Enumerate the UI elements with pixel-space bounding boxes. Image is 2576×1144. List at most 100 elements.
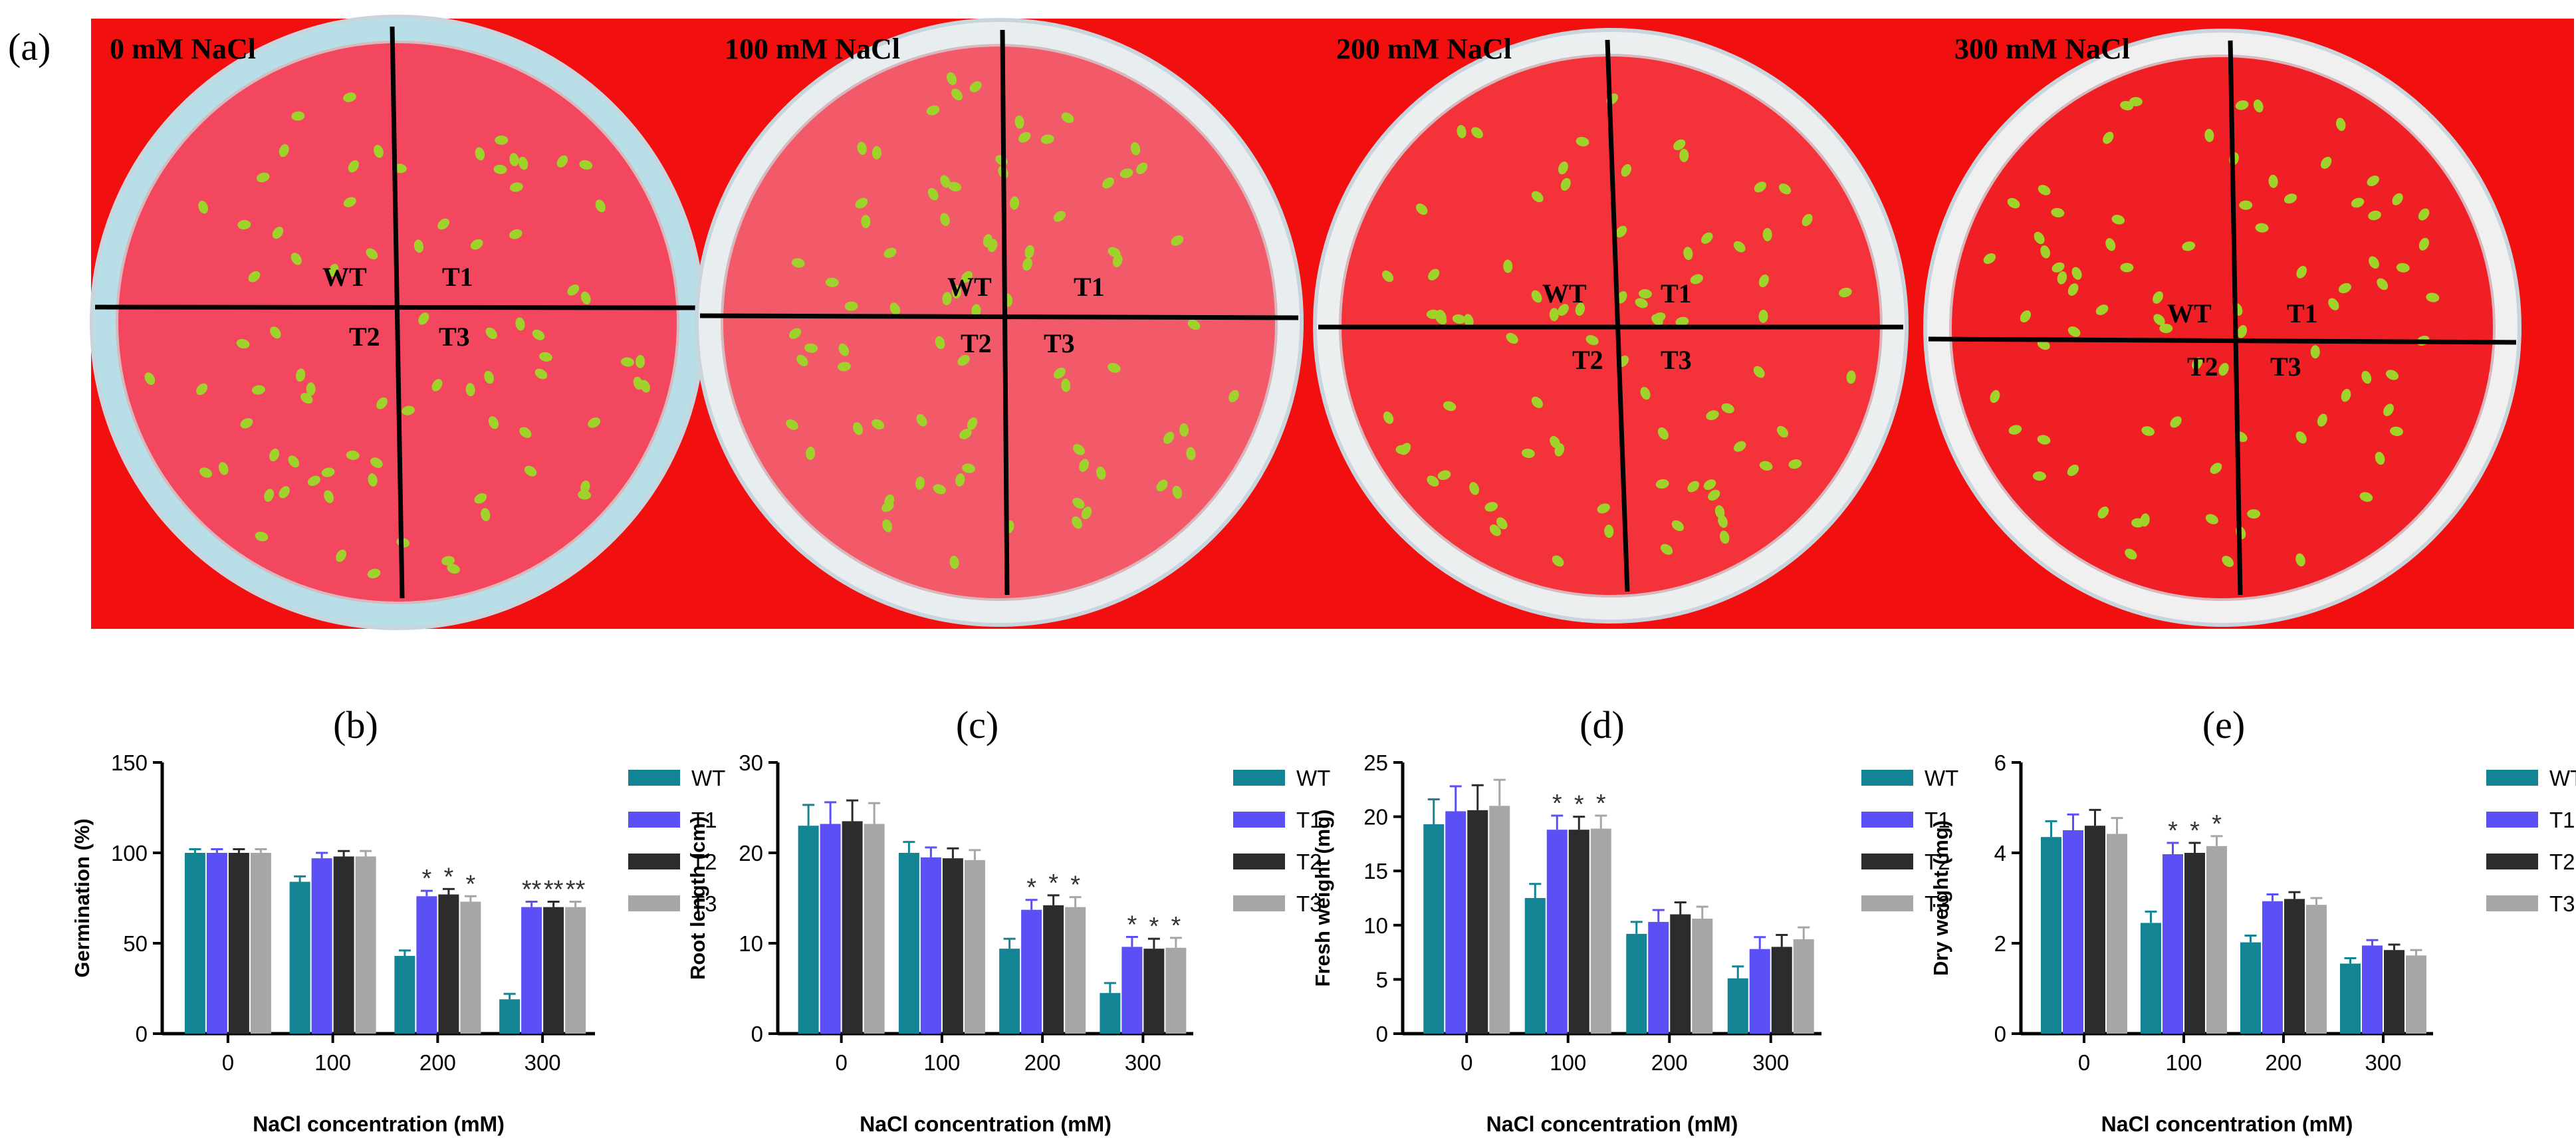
x-tick-label: 0 bbox=[835, 1050, 847, 1075]
quadrant-label-t2: T2 bbox=[2187, 352, 2218, 382]
significance-mark: * bbox=[1596, 790, 1606, 818]
seedling bbox=[279, 144, 289, 158]
significance-mark: * bbox=[1149, 913, 1159, 941]
legend-label-t3: T3 bbox=[2549, 891, 2575, 916]
y-tick-label: 6 bbox=[1994, 750, 2006, 775]
seedling bbox=[1549, 308, 1559, 322]
bar-wt bbox=[2141, 923, 2161, 1034]
bar-wt bbox=[2340, 963, 2361, 1034]
significance-mark: * bbox=[1070, 871, 1080, 899]
seedling bbox=[2295, 553, 2305, 567]
seedling bbox=[1703, 479, 1716, 491]
legend-label-t2: T2 bbox=[1296, 850, 1322, 874]
seedling bbox=[2032, 471, 2046, 481]
seedling bbox=[1719, 530, 1730, 544]
seedling bbox=[2386, 370, 2399, 380]
seedling bbox=[2170, 416, 2182, 428]
seedling bbox=[2103, 132, 2114, 144]
legend-swatch-t1 bbox=[1861, 812, 1913, 828]
significance-mark: * bbox=[2212, 810, 2222, 838]
seedling bbox=[1531, 396, 1543, 409]
y-tick-label: 15 bbox=[1363, 859, 1388, 883]
seedling bbox=[413, 239, 424, 253]
seedling bbox=[1673, 139, 1686, 150]
quadrant-label-t2: T2 bbox=[349, 322, 380, 352]
seedling bbox=[959, 428, 972, 439]
legend-swatch-wt bbox=[628, 770, 680, 786]
seedling bbox=[579, 160, 593, 170]
seedling bbox=[296, 368, 306, 382]
seedling bbox=[1073, 444, 1085, 455]
quadrant-label-t1: T1 bbox=[2287, 298, 2318, 328]
bar-wt bbox=[1423, 824, 1445, 1034]
seedling bbox=[1754, 181, 1767, 193]
seedling bbox=[927, 187, 939, 201]
seedling bbox=[948, 181, 962, 191]
y-tick-label: 0 bbox=[136, 1022, 148, 1046]
seedling bbox=[465, 383, 475, 397]
seedling bbox=[2235, 100, 2249, 110]
seedling bbox=[588, 417, 601, 428]
seedling bbox=[2040, 245, 2050, 259]
seedling bbox=[2295, 431, 2307, 444]
seedling bbox=[1683, 247, 1693, 261]
significance-mark: * bbox=[1171, 912, 1181, 940]
seedling bbox=[806, 446, 816, 460]
seedling bbox=[1130, 142, 1141, 156]
seedling bbox=[1119, 168, 1133, 178]
seedling bbox=[264, 489, 274, 502]
panel-label: (d) bbox=[1580, 703, 1625, 746]
seedling bbox=[1660, 544, 1673, 555]
seedling bbox=[196, 383, 208, 396]
bar-t3 bbox=[1590, 828, 1611, 1034]
seedling bbox=[2390, 426, 2403, 436]
significance-mark: * bbox=[1552, 790, 1562, 818]
seedling bbox=[144, 372, 156, 386]
seedling bbox=[447, 564, 460, 574]
seedling bbox=[595, 199, 606, 213]
seedling bbox=[1621, 164, 1632, 177]
legend-swatch-t3 bbox=[1233, 895, 1285, 911]
seedling bbox=[837, 362, 851, 372]
legend-label-t2: T2 bbox=[2549, 850, 2575, 874]
bar-t2 bbox=[942, 858, 963, 1034]
seedling bbox=[2336, 118, 2346, 131]
seedling bbox=[1983, 253, 1996, 265]
seedling bbox=[1022, 257, 1032, 271]
bar-t2 bbox=[333, 856, 354, 1034]
bar-t3 bbox=[1065, 907, 1086, 1034]
quadrant-label-t1: T1 bbox=[1661, 279, 1692, 308]
bar-t3 bbox=[2206, 846, 2227, 1034]
seedling bbox=[493, 164, 507, 174]
seedling bbox=[1762, 227, 1772, 241]
seedling bbox=[796, 354, 808, 366]
seedling bbox=[2359, 492, 2373, 502]
seedling bbox=[199, 467, 213, 478]
vertical-divider bbox=[1000, 29, 1010, 596]
vertical-divider bbox=[1605, 39, 1630, 592]
seedling bbox=[291, 111, 305, 121]
seedling bbox=[1531, 290, 1542, 303]
y-axis-label: Root length (cm) bbox=[686, 816, 709, 980]
seedling bbox=[947, 72, 957, 85]
legend-swatch-t3 bbox=[628, 895, 680, 911]
seedling bbox=[882, 519, 893, 532]
seedling bbox=[2095, 304, 2109, 316]
y-tick-label: 5 bbox=[1376, 967, 1388, 992]
seedling bbox=[2205, 514, 2218, 524]
seedling bbox=[1690, 274, 1703, 285]
bar-t1 bbox=[1749, 949, 1770, 1034]
plate-title: 300 mM NaCl bbox=[1954, 33, 2130, 65]
x-tick-label: 200 bbox=[1024, 1050, 1061, 1075]
seedling bbox=[1616, 290, 1627, 304]
bar-t2 bbox=[438, 894, 459, 1034]
bar-wt bbox=[1100, 992, 1121, 1034]
seedling bbox=[2051, 207, 2065, 218]
seedling bbox=[2008, 425, 2022, 435]
legend-swatch-t3 bbox=[1861, 895, 1913, 911]
bar-t1 bbox=[1648, 921, 1669, 1034]
seedling bbox=[1072, 497, 1085, 509]
significance-mark: * bbox=[421, 865, 431, 893]
significance-mark: ** bbox=[544, 875, 564, 903]
seedling bbox=[2222, 556, 2234, 567]
